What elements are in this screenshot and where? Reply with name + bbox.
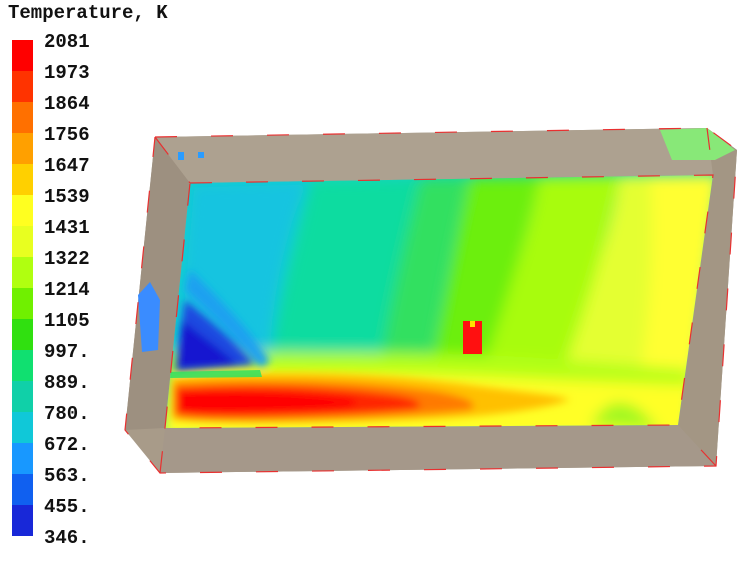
region-889 xyxy=(175,180,310,360)
legend-tick-label: 672. xyxy=(44,434,90,456)
legend-entry: 1105 xyxy=(10,310,120,350)
legend-entry: 997. xyxy=(10,341,120,381)
box-bottom-face xyxy=(160,425,716,473)
legend-swatch xyxy=(12,164,33,195)
legend-swatch xyxy=(12,71,33,102)
burner-block-notch xyxy=(470,321,475,327)
box-right-face xyxy=(678,128,737,466)
left-face-cold-patch xyxy=(138,282,160,352)
legend-entry: 346. xyxy=(10,527,120,567)
legend-entry: 1973 xyxy=(10,62,120,102)
legend-swatch xyxy=(12,102,33,133)
legend-tick-label: 1864 xyxy=(44,93,90,115)
cold-core xyxy=(178,320,238,368)
legend-entry: 1864 xyxy=(10,93,120,133)
legend-entry: 1214 xyxy=(10,279,120,319)
legend-tick-label: 1105 xyxy=(44,310,90,332)
region-997 xyxy=(270,178,420,360)
lower-right-green xyxy=(590,402,660,428)
legend-entry: 563. xyxy=(10,465,120,505)
legend-tick-label: 1973 xyxy=(44,62,90,84)
edge-inner xyxy=(164,174,714,429)
legend-swatch xyxy=(12,350,33,381)
legend-tick-label: 1322 xyxy=(44,248,90,270)
legend-swatch xyxy=(12,288,33,319)
legend-entry: 672. xyxy=(10,434,120,474)
legend-swatch xyxy=(12,257,33,288)
edge-corner xyxy=(154,136,191,184)
edge-corner xyxy=(677,424,717,467)
edge-corner xyxy=(706,127,714,176)
legend-swatch xyxy=(12,133,33,164)
legend-entry: 1539 xyxy=(10,186,120,226)
legend-swatch xyxy=(12,443,33,474)
corner-green-patch xyxy=(660,128,735,160)
edge-corner xyxy=(159,427,166,474)
legend-entry: 889. xyxy=(10,372,120,412)
legend-swatch xyxy=(12,195,33,226)
legend-entry: 2081 xyxy=(10,31,120,71)
legend-tick-label: 455. xyxy=(44,496,90,518)
legend-entry: 1431 xyxy=(10,217,120,257)
legend-tick-label: 2081 xyxy=(44,31,90,53)
legend-entry: 780. xyxy=(10,403,120,443)
legend-tick-label: 563. xyxy=(44,465,90,487)
legend-entry: 1756 xyxy=(10,124,120,164)
legend-tick-label: 780. xyxy=(44,403,90,425)
top-face-blue-marker xyxy=(198,152,204,158)
box-edges xyxy=(124,127,738,474)
legend-tick-label: 1756 xyxy=(44,124,90,146)
hot-plume-core xyxy=(180,391,357,412)
region-1214 xyxy=(430,176,540,370)
box-top-face xyxy=(155,128,713,183)
legend-tick-label: 997. xyxy=(44,341,90,363)
legend-tick-label: 346. xyxy=(44,527,90,549)
legend-swatch xyxy=(12,474,33,505)
legend-title: Temperature, K xyxy=(8,2,168,24)
legend-entry: 1647 xyxy=(10,155,120,195)
legend-swatch xyxy=(12,40,33,71)
legend-entry: 1322 xyxy=(10,248,120,288)
region-1322 xyxy=(480,175,620,375)
top-face-blue-marker xyxy=(178,152,184,160)
legend-entry: 455. xyxy=(10,496,120,536)
cool-bottom-strip xyxy=(165,370,262,378)
legend-swatch xyxy=(12,319,33,350)
legend-tick-label: 1431 xyxy=(44,217,90,239)
legend-tick-label: 1539 xyxy=(44,186,90,208)
legend-tick-label: 889. xyxy=(44,372,90,394)
box-left-face xyxy=(125,137,190,430)
legend-swatch xyxy=(12,412,33,443)
legend-swatch xyxy=(12,505,33,536)
legend-swatch xyxy=(12,381,33,412)
contour-field xyxy=(165,175,713,428)
burner-block xyxy=(463,321,482,354)
cold-edge xyxy=(185,270,270,368)
legend-tick-label: 1214 xyxy=(44,279,90,301)
region-1105 xyxy=(380,177,470,365)
legend-tick-label: 1647 xyxy=(44,155,90,177)
legend-swatch xyxy=(12,226,33,257)
